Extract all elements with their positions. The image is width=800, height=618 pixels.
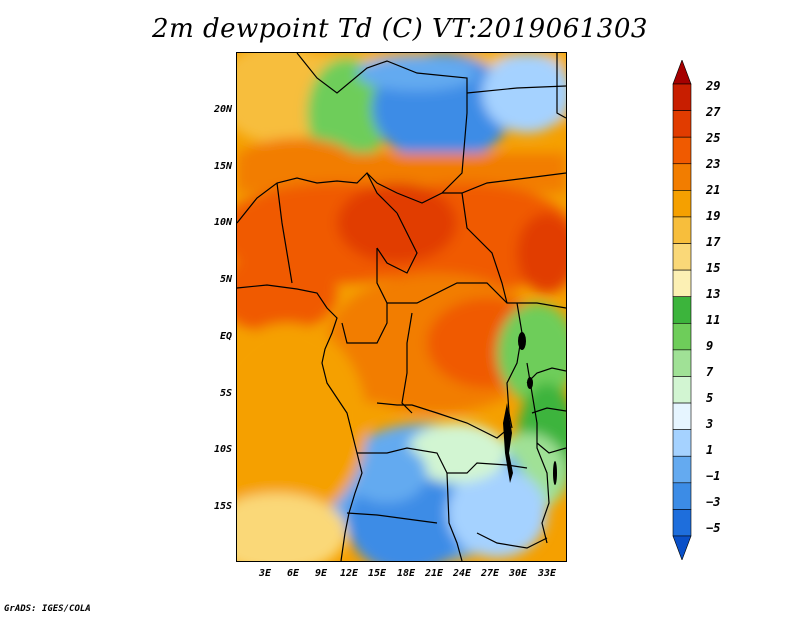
colorbar-cell [672,509,692,537]
lon-label: 21E [424,568,444,579]
colorbar-label: 15 [706,261,721,275]
lon-label: 6E [286,568,300,579]
lon-label: 24E [452,568,472,579]
colorbar-cell [672,482,692,510]
colorbar-cell [672,190,692,218]
colorbar-label: 19 [706,209,721,223]
lakes [503,332,557,485]
colorbar-label: 13 [706,287,721,301]
colorbar-label: 3 [706,417,714,431]
lon-label: 18E [396,568,416,579]
colorbar-cell [672,322,692,351]
lon-label: 3E [258,568,272,579]
lat-label: 10S [213,444,232,455]
colorbar-label: −1 [706,469,721,483]
colorbar-label: 25 [706,131,721,145]
colorbar-label: 29 [706,79,721,93]
lon-label: 12E [339,568,359,579]
colorbar-label: 17 [706,235,721,249]
colorbar-cell [672,376,692,404]
colorbar-cell [672,535,692,560]
colorbar-cell [672,429,692,457]
map-canvas [237,53,566,561]
lon-label: 30E [508,568,528,579]
lon-label: 33E [537,568,557,579]
credit-text: GrADS: IGES/COLA [4,604,91,614]
colorbar-cell [672,163,692,191]
colorbar-cell [672,269,692,298]
lon-label: 15E [367,568,387,579]
colorbar-cell [672,455,692,484]
dewpoint-map [236,52,567,562]
colorbar-cell [672,349,692,377]
lat-label: 5N [219,274,232,285]
country-borders [237,53,566,561]
lat-label: 10N [213,217,232,228]
colorbar-cell [672,216,692,244]
colorbar-label: −5 [706,521,721,535]
lon-label: 27E [480,568,500,579]
colorbar-cell [672,136,692,165]
lat-label: 5S [219,388,232,399]
colorbar-label: −3 [706,495,721,509]
lat-label: 15S [213,501,232,512]
colorbar-label: 27 [706,105,721,119]
lat-label: 15N [213,161,232,172]
colorbar-cell [672,243,692,271]
colorbar-label: 7 [706,365,714,379]
colorbar-label: 5 [706,391,714,405]
colorbar-label: 21 [706,183,721,197]
colorbar [672,60,692,560]
lon-label: 9E [314,568,328,579]
colorbar-cell [672,402,692,430]
colorbar-cell [672,296,692,324]
lat-label: 20N [213,104,232,115]
lat-label: EQ [219,331,232,342]
colorbar-label: 23 [706,157,721,171]
colorbar-label: 1 [706,443,714,457]
colorbar-label: 9 [706,339,714,353]
colorbar-cell [672,60,692,85]
colorbar-cell [672,83,692,111]
map-title: 2m dewpoint Td (C) VT:2019061303 [152,14,648,44]
colorbar-cell [672,110,692,138]
colorbar-label: 11 [706,313,721,327]
